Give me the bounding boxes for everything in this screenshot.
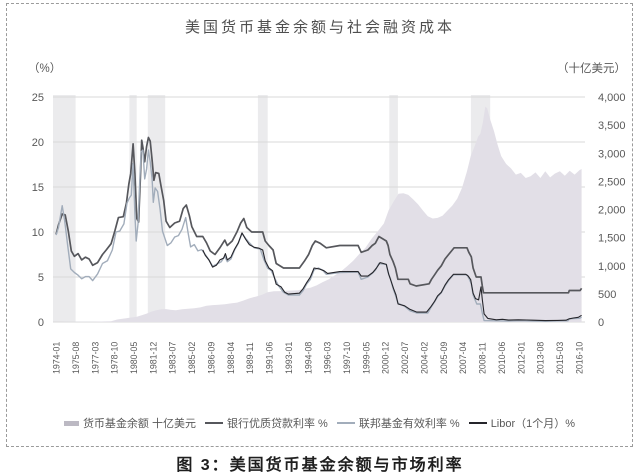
x-axis-tick-label: 1977-03	[90, 342, 100, 374]
chart-legend: 货币基金余额 十亿美元 银行优质贷款利率 % 联邦基金有效利率 % Libor（…	[6, 415, 633, 431]
legend-item-fed-funds-rate: 联邦基金有效利率 %	[336, 415, 460, 431]
recession-band	[129, 95, 137, 322]
right-axis-tick-label: 500	[598, 289, 616, 301]
x-axis-tick-label: 1974-01	[52, 342, 62, 374]
legend-label-mmf-balance: 货币基金余额 十亿美元	[82, 418, 196, 430]
left-axis-tick-label: 15	[32, 182, 44, 194]
x-axis-tick-label: 1988-04	[226, 342, 236, 374]
legend-label-libor: Libor（1个月）%	[490, 418, 576, 430]
x-axis-tick-label: 1996-03	[323, 342, 333, 374]
legend-label-fed-funds-rate: 联邦基金有效利率 %	[358, 418, 460, 430]
legend-label-prime-rate: 银行优质贷款利率 %	[227, 418, 328, 430]
fed-funds-line-swatch	[336, 422, 355, 424]
right-axis-tick-label: 4,000	[598, 92, 626, 104]
x-axis-tick-label: 1978-10	[110, 342, 120, 374]
left-axis-tick-label: 25	[32, 92, 44, 104]
x-axis-tick-label: 1994-08	[303, 342, 313, 374]
x-axis-tick-label: 2002-07	[400, 342, 410, 374]
series-area	[53, 106, 582, 322]
x-axis-tick-label: 2012-01	[516, 342, 526, 374]
right-axis-tick-label: 3,000	[598, 148, 626, 160]
right-axis-tick-label: 3,500	[598, 120, 626, 132]
x-axis-tick-label: 1986-09	[207, 342, 217, 374]
x-axis-tick-label: 2007-04	[458, 342, 468, 374]
x-axis-tick-label: 1997-10	[342, 342, 352, 374]
legend-item-libor: Libor（1个月）%	[468, 415, 576, 431]
x-axis-tick-label: 1993-01	[284, 342, 294, 374]
x-axis-tick-label: 1985-02	[187, 342, 197, 374]
x-axis-tick-label: 2008-11	[478, 342, 488, 374]
right-axis-tick-label: 2,500	[598, 176, 626, 188]
prime-rate-line-swatch	[205, 422, 223, 424]
mmf-balance-area-swatch	[63, 420, 79, 426]
right-axis-tick-label: 2,000	[598, 205, 626, 217]
left-axis-tick-label: 5	[38, 272, 44, 284]
x-axis-tick-label: 2010-06	[497, 342, 507, 374]
recession-band	[257, 95, 268, 322]
left-axis-unit-label: （%）	[28, 63, 62, 75]
x-axis-tick-label: 2016-10	[574, 342, 584, 374]
series-line	[202, 232, 582, 322]
recession-band	[147, 95, 166, 322]
right-axis-tick-label: 1,000	[598, 261, 626, 273]
x-axis-tick-label: 2005-09	[439, 342, 449, 374]
x-axis-tick-label: 2004-02	[420, 342, 430, 374]
x-axis-tick-label: 2013-08	[536, 342, 546, 374]
legend-item-prime-rate: 银行优质贷款利率 %	[205, 415, 328, 431]
x-axis-tick-label: 1999-05	[361, 342, 371, 374]
libor-line-swatch	[468, 422, 487, 424]
left-axis-tick-label: 0	[38, 317, 44, 329]
right-axis-unit-label: （十亿美元）	[557, 63, 626, 75]
legend-item-mmf-balance: 货币基金余额 十亿美元	[63, 415, 196, 431]
chart-title: 美国货币基金余额与社会融资成本	[184, 19, 455, 36]
x-axis-tick-label: 1981-12	[148, 342, 158, 374]
right-axis-tick-label: 0	[598, 317, 604, 329]
left-axis-tick-label: 20	[32, 137, 44, 149]
left-axis-tick-label: 10	[32, 227, 44, 239]
recession-band	[53, 95, 76, 322]
x-axis-tick-label: 1975-08	[71, 342, 81, 374]
x-axis-tick-label: 1980-05	[129, 342, 139, 374]
x-axis-tick-label: 2000-12	[381, 342, 391, 374]
series-line	[55, 136, 583, 294]
x-axis-tick-label: 1983-07	[168, 342, 178, 374]
x-axis-tick-label: 1989-11	[245, 342, 255, 374]
x-axis-tick-label: 2015-03	[555, 342, 565, 374]
figure-caption: 图 3：美国货币基金余额与市场利率	[176, 457, 464, 474]
x-axis-tick-label: 1991-06	[265, 342, 275, 374]
right-axis-tick-label: 1,500	[598, 233, 626, 245]
